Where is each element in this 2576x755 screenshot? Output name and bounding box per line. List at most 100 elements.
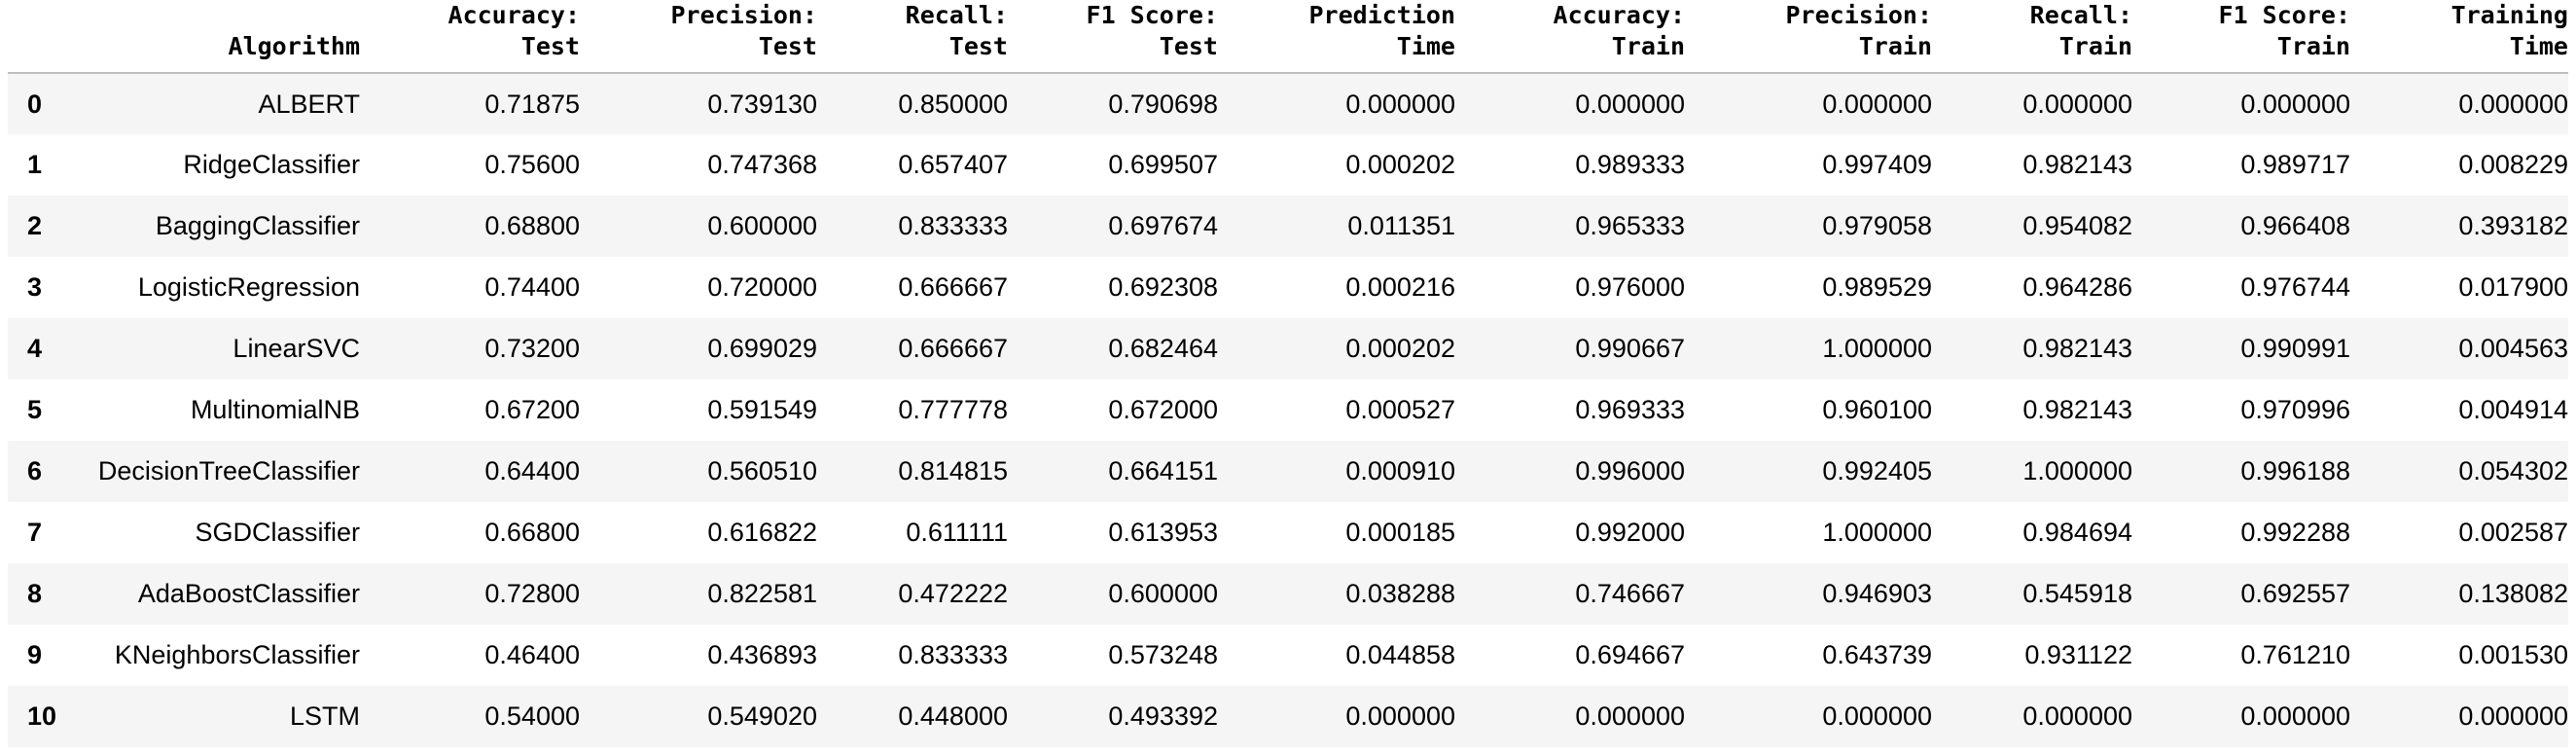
metric-cell: 0.71875 <box>360 73 580 134</box>
metric-cell: 0.931122 <box>1932 625 2132 686</box>
metric-cell: 0.969333 <box>1455 379 1685 441</box>
metric-cell: 0.822581 <box>580 563 817 625</box>
metric-cell: 0.054302 <box>2350 441 2568 502</box>
metric-cell: 0.814815 <box>817 441 1008 502</box>
header-line-1: Recall: <box>905 1 1008 29</box>
metric-cell: 0.666667 <box>817 318 1008 379</box>
metric-cell: 1.000000 <box>1685 502 1932 563</box>
metric-cell: 0.004914 <box>2350 379 2568 441</box>
column-header: Prediction Time <box>1218 0 1455 74</box>
column-header: Precision: Train <box>1685 0 1932 74</box>
metric-cell: 0.001530 <box>2350 625 2568 686</box>
row-index: 8 <box>8 563 68 625</box>
metric-cell: 0.692557 <box>2132 563 2350 625</box>
metric-cell: 0.954082 <box>1932 196 2132 257</box>
header-line-2: Test <box>1159 32 1218 60</box>
metric-cell: 0.600000 <box>580 196 817 257</box>
header-line-2: Time <box>2509 32 2568 60</box>
metric-cell: 0.591549 <box>580 379 817 441</box>
metric-cell: 0.761210 <box>2132 625 2350 686</box>
header-line-2: Test <box>948 32 1008 60</box>
row-index: 6 <box>8 441 68 502</box>
metric-cell: 0.011351 <box>1218 196 1455 257</box>
metric-cell: 0.694667 <box>1455 625 1685 686</box>
header-line-2: Test <box>520 32 580 60</box>
metric-cell: 0.549020 <box>580 686 817 747</box>
column-header: Accuracy: Train <box>1455 0 1685 74</box>
metric-cell: 0.964286 <box>1932 257 2132 318</box>
metric-cell: 0.982143 <box>1932 134 2132 196</box>
metric-cell: 0.997409 <box>1685 134 1932 196</box>
metric-cell: 0.493392 <box>1008 686 1218 747</box>
column-header: F1 Score: Train <box>2132 0 2350 74</box>
metric-cell: 0.000000 <box>1455 686 1685 747</box>
metric-cell: 0.664151 <box>1008 441 1218 502</box>
row-index: 1 <box>8 134 68 196</box>
header-line-1: Training <box>2451 1 2568 29</box>
metric-cell: 0.000000 <box>1932 73 2132 134</box>
header-line-2: Train <box>1858 32 1932 60</box>
metric-cell: 0.54000 <box>360 686 580 747</box>
table-row: 7 SGDClassifier 0.66800 0.616822 0.611111 0.6… <box>8 502 2568 563</box>
metric-cell: 0.992288 <box>2132 502 2350 563</box>
metric-cell: 0.992000 <box>1455 502 1685 563</box>
metric-cell: 0.66800 <box>360 502 580 563</box>
metric-cell: 0.990991 <box>2132 318 2350 379</box>
metric-cell: 0.000202 <box>1218 134 1455 196</box>
metric-cell: 0.000000 <box>2350 686 2568 747</box>
metric-cell: 0.833333 <box>817 196 1008 257</box>
metric-cell: 0.746667 <box>1455 563 1685 625</box>
metric-cell: 0.996000 <box>1455 441 1685 502</box>
header-line-2: Train <box>1611 32 1685 60</box>
metric-cell: 0.000527 <box>1218 379 1455 441</box>
metric-cell: 0.613953 <box>1008 502 1218 563</box>
metric-cell: 0.699507 <box>1008 134 1218 196</box>
algorithm-name-cell: BaggingClassifier <box>68 196 360 257</box>
metric-cell: 0.68800 <box>360 196 580 257</box>
algorithm-name-cell: DecisionTreeClassifier <box>68 441 360 502</box>
dataframe-output: Algorithm Accuracy: Test Precision: Test R… <box>8 0 2568 747</box>
metric-cell: 0.666667 <box>817 257 1008 318</box>
header-line-1: Accuracy: <box>1553 1 1685 29</box>
results-table: Algorithm Accuracy: Test Precision: Test R… <box>8 0 2568 747</box>
row-index: 9 <box>8 625 68 686</box>
metric-cell: 0.697674 <box>1008 196 1218 257</box>
header-line-1: Algorithm <box>228 32 360 60</box>
metric-cell: 0.004563 <box>2350 318 2568 379</box>
metric-cell: 0.038288 <box>1218 563 1455 625</box>
metric-cell: 0.990667 <box>1455 318 1685 379</box>
metric-cell: 0.000185 <box>1218 502 1455 563</box>
header-line-2: Train <box>2276 32 2350 60</box>
metric-cell: 0.64400 <box>360 441 580 502</box>
column-header: Precision: Test <box>580 0 817 74</box>
metric-cell: 0.790698 <box>1008 73 1218 134</box>
metric-cell: 0.600000 <box>1008 563 1218 625</box>
metric-cell: 0.960100 <box>1685 379 1932 441</box>
metric-cell: 0.74400 <box>360 257 580 318</box>
header-line-1: Accuracy: <box>447 1 580 29</box>
algorithm-name-cell: AdaBoostClassifier <box>68 563 360 625</box>
metric-cell: 0.984694 <box>1932 502 2132 563</box>
metric-cell: 0.044858 <box>1218 625 1455 686</box>
metric-cell: 0.616822 <box>580 502 817 563</box>
metric-cell: 0.000000 <box>2132 73 2350 134</box>
metric-cell: 0.46400 <box>360 625 580 686</box>
metric-cell: 0.75600 <box>360 134 580 196</box>
metric-cell: 0.672000 <box>1008 379 1218 441</box>
metric-cell: 0.008229 <box>2350 134 2568 196</box>
table-row: 1 RidgeClassifier 0.75600 0.747368 0.657407 0… <box>8 134 2568 196</box>
metric-cell: 0.472222 <box>817 563 1008 625</box>
metric-cell: 0.545918 <box>1932 563 2132 625</box>
metric-cell: 0.573248 <box>1008 625 1218 686</box>
metric-cell: 0.989717 <box>2132 134 2350 196</box>
algorithm-name-cell: ALBERT <box>68 73 360 134</box>
metric-cell: 0.393182 <box>2350 196 2568 257</box>
metric-cell: 0.000216 <box>1218 257 1455 318</box>
metric-cell: 0.73200 <box>360 318 580 379</box>
header-line-1: Precision: <box>1785 1 1932 29</box>
column-header: Algorithm <box>68 0 360 74</box>
metric-cell: 0.017900 <box>2350 257 2568 318</box>
metric-cell: 1.000000 <box>1932 441 2132 502</box>
header-row: Algorithm Accuracy: Test Precision: Test R… <box>8 0 2568 74</box>
metric-cell: 0.989333 <box>1455 134 1685 196</box>
